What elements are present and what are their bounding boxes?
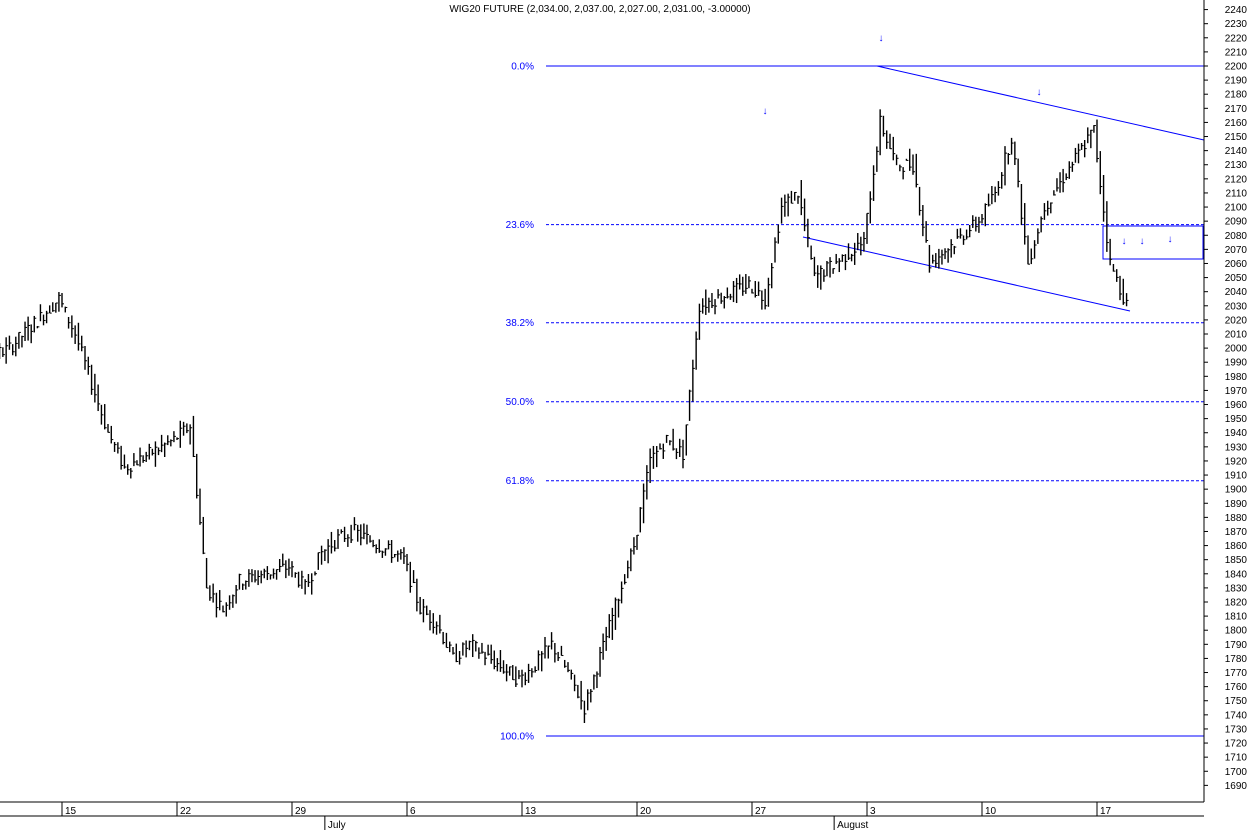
y-axis: 1690 1700 1710 1720 1730 1740 1750 1760 1770 1780… — [1203, 0, 1248, 802]
y-tick-label: 2230 — [1225, 19, 1248, 30]
y-tick-label: 2030 — [1225, 301, 1248, 312]
x-tick-label: 15 — [65, 806, 77, 817]
y-tick-label: 1740 — [1225, 710, 1248, 721]
y-tick-label: 1730 — [1225, 724, 1248, 735]
y-tick-label: 2100 — [1225, 203, 1248, 214]
fib-level-label: 100.0% — [500, 732, 534, 743]
chart-title: WIG20 FUTURE (2,034.00, 2,037.00, 2,027.… — [449, 4, 750, 15]
price-series — [0, 109, 1129, 723]
y-tick-label: 1900 — [1225, 485, 1248, 496]
y-tick-label: 1930 — [1225, 442, 1248, 453]
y-tick-label: 2120 — [1225, 174, 1248, 185]
x-tick-label: 6 — [410, 806, 416, 817]
y-tick-label: 1690 — [1225, 781, 1248, 792]
down-arrow-icon: ↓ — [1168, 234, 1173, 245]
fib-level-label: 50.0% — [506, 397, 534, 408]
down-arrow-icon: ↓ — [1122, 236, 1127, 247]
x-tick-label: 13 — [525, 806, 537, 817]
y-tick-label: 1700 — [1225, 767, 1248, 778]
fib-level-label: 61.8% — [506, 476, 534, 487]
y-tick-label: 2000 — [1225, 344, 1248, 355]
lower-channel-line — [802, 236, 1131, 312]
y-tick-label: 2160 — [1225, 118, 1248, 129]
y-tick-label: 1990 — [1225, 358, 1248, 369]
y-tick-label: 2140 — [1225, 146, 1248, 157]
month-label: July — [328, 820, 346, 830]
down-arrow-icon: ↓ — [1140, 236, 1145, 247]
y-tick-label: 2200 — [1225, 62, 1248, 73]
y-tick-label: 2050 — [1225, 273, 1248, 284]
month-label: August — [837, 820, 868, 830]
down-arrow-icon: ↓ — [763, 106, 768, 117]
y-tick-label: 1980 — [1225, 372, 1248, 383]
y-tick-label: 1830 — [1225, 583, 1248, 594]
fibonacci-levels: 0.0% 23.6% 38.2% 50.0% 61.8% 100.0% — [500, 62, 1204, 743]
y-tick-label: 2070 — [1225, 245, 1248, 256]
y-tick-label: 1880 — [1225, 513, 1248, 524]
x-tick-label: 27 — [755, 806, 767, 817]
upper-channel-line — [876, 65, 1205, 141]
y-tick-label: 2040 — [1225, 287, 1248, 298]
x-tick-label: 20 — [640, 806, 652, 817]
y-tick-label: 2110 — [1225, 188, 1247, 199]
y-tick-label: 2210 — [1225, 47, 1248, 58]
down-arrow-icon: ↓ — [879, 33, 884, 44]
y-tick-label: 1950 — [1225, 414, 1248, 425]
trend-lines — [802, 65, 1205, 312]
y-tick-label: 2090 — [1225, 217, 1248, 228]
y-tick-label: 1860 — [1225, 541, 1248, 552]
y-tick-label: 2080 — [1225, 231, 1248, 242]
y-tick-label: 1750 — [1225, 696, 1248, 707]
y-tick-label: 1760 — [1225, 682, 1248, 693]
x-axis: 15 22 29 6 13 20 27 3 10 17 July August — [0, 801, 1204, 831]
down-arrow-icon: ↓ — [1037, 87, 1042, 98]
y-tick-label: 2190 — [1225, 76, 1248, 87]
y-tick-label: 2060 — [1225, 259, 1248, 270]
y-tick-label: 1890 — [1225, 499, 1248, 510]
fib-level-label: 0.0% — [511, 62, 534, 73]
y-tick-label: 2020 — [1225, 315, 1248, 326]
y-tick-label: 1970 — [1225, 386, 1248, 397]
y-tick-label: 1790 — [1225, 640, 1248, 651]
y-tick-label: 2220 — [1225, 33, 1248, 44]
annotation-arrows: ↓ ↓ ↓ ↓ ↓ ↓ — [763, 33, 1173, 247]
y-tick-label: 1870 — [1225, 527, 1248, 538]
x-tick-label: 29 — [295, 806, 307, 817]
y-tick-label: 1720 — [1225, 739, 1248, 750]
y-tick-label: 1850 — [1225, 555, 1248, 566]
y-tick-label: 2240 — [1225, 5, 1248, 16]
y-tick-label: 2010 — [1225, 330, 1248, 341]
fib-level-label: 23.6% — [506, 220, 534, 231]
x-tick-label: 3 — [870, 806, 876, 817]
y-tick-label: 1920 — [1225, 456, 1248, 467]
x-tick-label: 17 — [1100, 806, 1112, 817]
y-tick-label: 2180 — [1225, 90, 1248, 101]
y-tick-label: 1960 — [1225, 400, 1248, 411]
fib-level-label: 38.2% — [506, 318, 534, 329]
y-tick-label: 1770 — [1225, 668, 1248, 679]
y-tick-label: 1820 — [1225, 598, 1248, 609]
y-tick-label: 1810 — [1225, 612, 1248, 623]
x-tick-label: 10 — [985, 806, 997, 817]
y-tick-label: 2170 — [1225, 104, 1248, 115]
y-tick-label: 1800 — [1225, 626, 1248, 637]
x-tick-label: 22 — [180, 806, 192, 817]
y-tick-label: 2130 — [1225, 160, 1248, 171]
y-tick-label: 2150 — [1225, 132, 1248, 143]
y-tick-label: 1710 — [1225, 753, 1248, 764]
y-tick-label: 1840 — [1225, 569, 1248, 580]
y-tick-label: 1940 — [1225, 428, 1248, 439]
target-box — [1102, 225, 1204, 260]
y-tick-label: 1910 — [1225, 471, 1248, 482]
y-tick-label: 1780 — [1225, 654, 1248, 665]
